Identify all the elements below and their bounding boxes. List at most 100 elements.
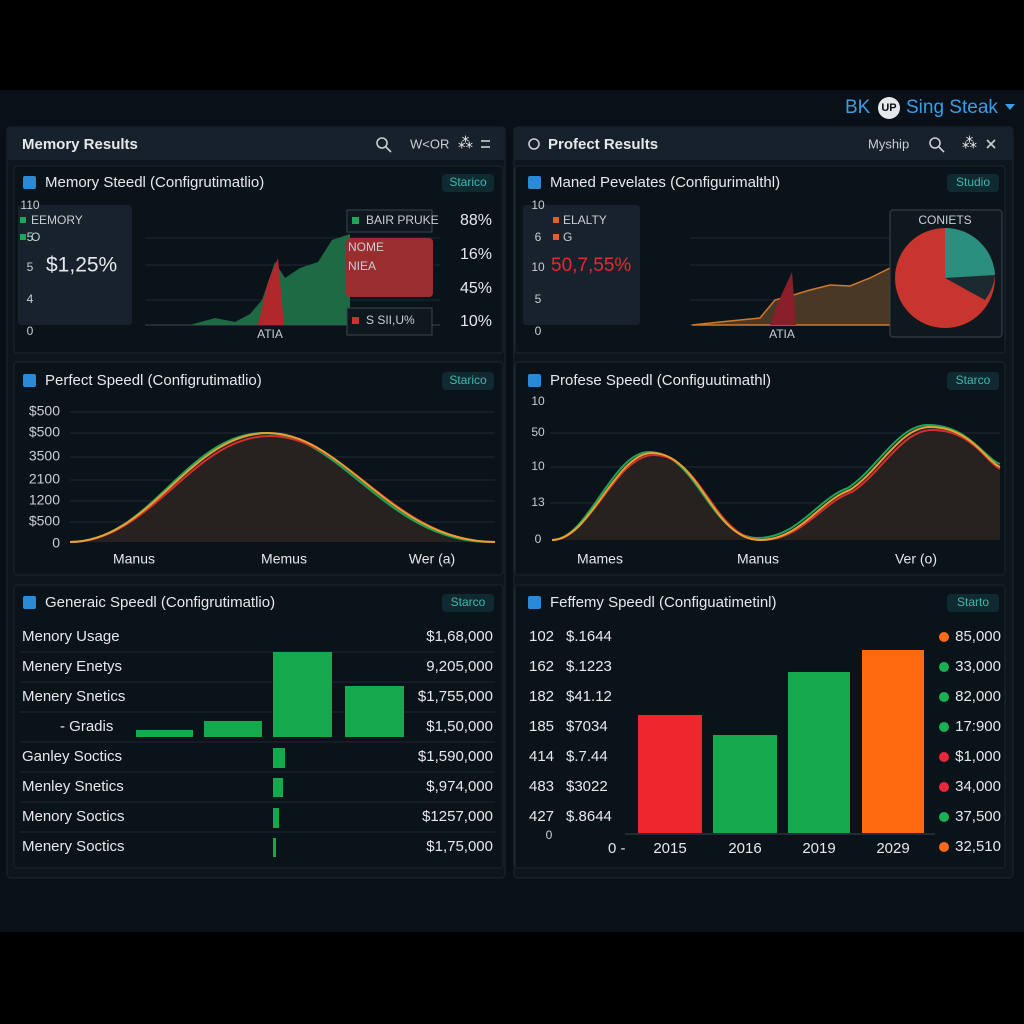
legend-swatch: [20, 217, 26, 223]
list-value: 37,500: [955, 808, 1001, 825]
bars: [136, 652, 404, 857]
row-value: $,974,000: [426, 778, 493, 795]
legend-label: G: [563, 230, 572, 244]
percent: 45%: [460, 280, 492, 297]
y-label: $500: [29, 424, 60, 440]
status-dot: [939, 632, 949, 642]
brand-name: Sing Steak: [906, 97, 998, 118]
brand-prefix: BK: [845, 97, 871, 118]
row-label: 102: [529, 628, 554, 645]
bar: [862, 650, 924, 833]
x-label: 2029: [876, 840, 909, 857]
percent: 10%: [460, 313, 492, 330]
legend-label: ELALTY: [563, 213, 607, 227]
bar: [788, 672, 850, 833]
y-label: 0: [535, 324, 542, 338]
kpi-box: [523, 205, 640, 325]
card-title: Generaic Speedl (Configrutimatlio): [45, 594, 275, 611]
toolbar-label: Myship: [868, 136, 909, 151]
y-label: 4: [27, 292, 34, 306]
card-badge: Starco: [451, 595, 486, 609]
row-value: $1,50,000: [426, 718, 493, 735]
axis-label: 0 -: [608, 840, 626, 857]
y-label: 0: [52, 535, 60, 551]
kpi-value: 50,7,55%: [551, 255, 631, 276]
row-label: 427: [529, 808, 554, 825]
bar: [638, 715, 702, 833]
right-header: [515, 128, 1012, 160]
area-spike: [770, 272, 796, 325]
y-label: 0: [535, 532, 542, 546]
status-dot: [939, 722, 949, 732]
status-dot: [939, 662, 949, 672]
row-value: $.8644: [566, 808, 612, 825]
list-value: 82,000: [955, 688, 1001, 705]
x-label: 2016: [728, 840, 761, 857]
card-title: Perfect Speedl (Configrutimatlio): [45, 372, 262, 389]
list-value: 32,510: [955, 838, 1001, 855]
row-label: 483: [529, 778, 554, 795]
brand-caret: [1005, 104, 1015, 110]
card-badge: Starico: [449, 175, 487, 189]
card-title: Profese Speedl (Configuutimathl): [550, 372, 771, 389]
row-value: $41.12: [566, 688, 612, 705]
legend-box: [346, 307, 433, 336]
row-label: Menory Soctics: [22, 808, 125, 825]
row-value: $.1223: [566, 658, 612, 675]
y-label: $500: [29, 513, 60, 529]
y-label: 10: [531, 394, 545, 408]
header-icons[interactable]: [376, 137, 996, 153]
y-label: 5: [27, 230, 34, 244]
legend-swatch: [553, 217, 559, 223]
highlight-box: [346, 238, 433, 297]
line: [551, 423, 1001, 541]
panel-title: Profect Results: [548, 136, 658, 153]
axis-label: 0: [546, 828, 553, 842]
card-title: Memory Steedl (Configrutimatlio): [45, 174, 264, 191]
list-value: 33,000: [955, 658, 1001, 675]
row-value: $.7.44: [566, 748, 608, 765]
legend-swatch: [352, 317, 359, 324]
row-label: Menery Soctics: [22, 838, 125, 855]
row-label: - Gradis: [60, 718, 113, 735]
badges[interactable]: [442, 174, 999, 612]
row-label: 185: [529, 718, 554, 735]
legend-box: [346, 209, 433, 233]
left-header: [8, 128, 504, 160]
legend-label: S SII,U%: [366, 313, 415, 327]
y-label: 0: [27, 324, 34, 338]
row-value: $1,755,000: [418, 688, 493, 705]
x-label: ATIA: [257, 327, 283, 341]
kpi-box: [18, 205, 132, 325]
row-label: 182: [529, 688, 554, 705]
y-label: 2100: [29, 471, 60, 487]
list-value: 85,000: [955, 628, 1001, 645]
status-dot: [939, 692, 949, 702]
grid-icons[interactable]: ⁂ ⁂: [458, 134, 977, 152]
legend-swatch: [20, 234, 26, 240]
pie-slice: [945, 227, 995, 278]
card-badge: Studio: [956, 175, 990, 189]
box-label: NIEA: [348, 259, 376, 273]
y-label: 5: [27, 260, 34, 274]
x-label: Manus: [113, 551, 155, 567]
percent: 16%: [460, 246, 492, 263]
kpi-value: $1,25%: [46, 254, 117, 277]
y-label: 6: [535, 230, 542, 244]
x-label: 2019: [802, 840, 835, 857]
row-value: $7034: [566, 718, 608, 735]
bar: [713, 735, 777, 833]
card-badge: Starco: [956, 373, 991, 387]
y-label: 50: [531, 425, 545, 439]
status-dot: [939, 752, 949, 762]
checkboxes[interactable]: [23, 176, 541, 609]
legend-swatch: [352, 217, 359, 224]
pie-slice: [945, 275, 995, 300]
row-value: $1257,000: [422, 808, 493, 825]
card-badge: Starto: [957, 595, 989, 609]
toolbar-label: W<OR: [410, 136, 449, 151]
row-value: $1,68,000: [426, 628, 493, 645]
pie-title: CONIETS: [918, 213, 971, 227]
list-value: $1,000: [955, 748, 1001, 765]
